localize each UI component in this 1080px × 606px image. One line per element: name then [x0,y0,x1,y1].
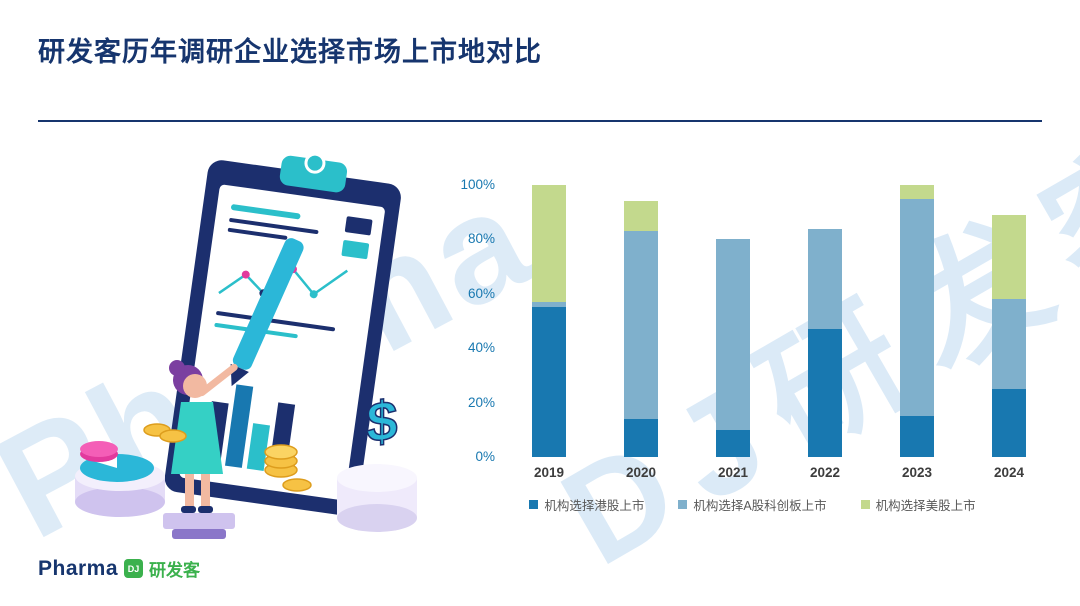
legend-label: 机构选择美股上市 [875,499,976,513]
bar-segment [992,299,1026,389]
clipboard-graphic [164,152,401,516]
x-tick-label: 2019 [533,465,565,480]
y-tick-label: 80% [467,231,495,247]
bar-column [687,185,779,457]
x-tick-label: 2024 [993,465,1025,480]
bar-segment [900,416,934,457]
x-tick-label: 2023 [901,465,933,480]
bar-column [871,185,963,457]
bar-segment [808,329,842,457]
bar-segment [716,239,750,430]
dollar-sign: $ [366,388,397,454]
logo-mark-icon: DJ [124,559,144,578]
bar-segment [624,231,658,419]
bar-column [595,185,687,457]
y-tick-label: 0% [475,449,495,464]
coins-graphic [143,423,312,492]
stacked-bar-chart: 0% 20% 40% 60% 80% 100% 2019 2020 2021 2022 2023 2… [445,177,1060,530]
bar-segment [716,429,750,457]
legend-label: 机构选择港股上市 [544,499,645,513]
person-graphic [163,360,238,539]
legend-item: 机构选择美股上市 [860,495,976,514]
x-tick-label: 2022 [809,465,841,480]
bar-segment [992,389,1026,457]
y-tick-label: 100% [460,177,495,192]
logo-cn-text: 研发客 [149,561,201,580]
bar-segment [808,228,842,330]
legend: 机构选择港股上市 机构选择A股科创板上市 机构选择美股上市 [445,495,1060,514]
bar-segment [624,201,658,232]
legend-item: 机构选择港股上市 [529,495,644,514]
y-tick-label: 60% [467,285,495,301]
plot-area [503,185,1055,457]
legend-swatch [860,500,870,509]
legend-swatch [678,500,688,509]
dollar-podium-graphic: $ [337,387,417,532]
y-axis: 0% 20% 40% 60% 80% 100% [445,177,495,464]
bar-segment [900,198,934,417]
x-tick-label: 2021 [717,465,749,480]
logo-brand-text: Pharma [38,556,119,580]
x-axis: 2019 2020 2021 2022 2023 2024 [503,465,1055,480]
brand-logo: Pharma DJ 研发客 [38,556,200,581]
bar-segment [532,301,566,308]
bar-segment [992,214,1026,300]
logo-mark-text: DJ [127,563,140,574]
legend-label: 机构选择A股科创板上市 [693,499,827,513]
bar-segment [532,185,566,302]
pie-chart-graphic [75,441,165,517]
bar-segment [900,185,934,199]
legend-item: 机构选择A股科创板上市 [678,495,827,514]
title-underline [38,120,1042,122]
y-tick-label: 40% [467,340,495,356]
bar-segment [532,307,566,457]
bar-segment [624,418,658,457]
legend-swatch [529,500,539,509]
bar-column [779,185,871,457]
y-tick-label: 20% [467,394,495,410]
page-title: 研发客历年调研企业选择市场上市地对比 [38,37,542,67]
bar-column [503,185,595,457]
x-tick-label: 2020 [625,465,657,480]
illustration: $ [75,152,417,539]
bar-column [963,185,1055,457]
